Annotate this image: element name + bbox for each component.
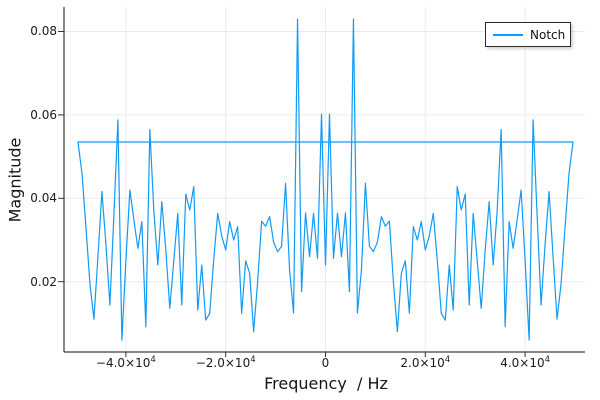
y-axis-label: Magnitude	[5, 137, 25, 223]
y-tick-label: 0.04	[30, 191, 57, 206]
x-tick-label: −4.0×104	[95, 355, 156, 370]
y-tick-label: 0.08	[30, 24, 57, 39]
x-tick-label: 2.0×104	[400, 355, 451, 370]
y-tick-label: 0.06	[30, 107, 57, 122]
series-line-notch	[77, 18, 574, 341]
legend-box: Notch	[485, 22, 571, 47]
legend-line-sample-icon	[493, 33, 523, 36]
x-axis-label: Frequency / Hz	[264, 374, 388, 393]
y-tick-label: 0.02	[30, 274, 57, 289]
legend-label: Notch	[530, 27, 566, 42]
x-tick-label: 0	[321, 356, 330, 370]
x-tick-label: −2.0×104	[195, 355, 256, 370]
x-tick-label: 4.0×104	[500, 355, 551, 370]
